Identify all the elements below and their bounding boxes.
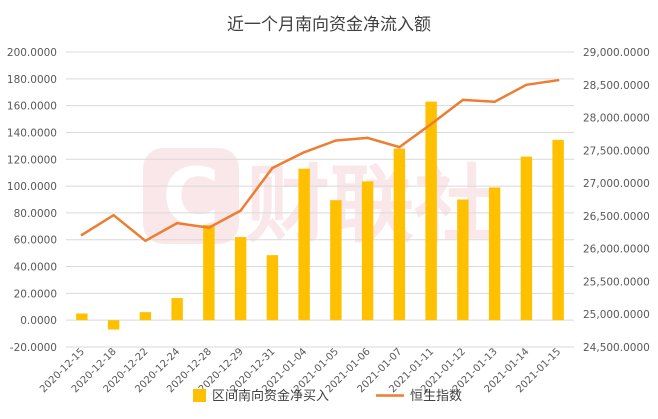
legend-swatch-net-buy bbox=[193, 389, 206, 402]
bar-net-buy bbox=[203, 224, 215, 321]
bar-net-buy bbox=[107, 320, 120, 330]
line-point-hang-seng bbox=[302, 151, 306, 154]
bar-net-buy bbox=[76, 313, 88, 321]
left-axis-tick-label: 140.0000 bbox=[7, 127, 57, 139]
bar-net-buy bbox=[330, 200, 342, 321]
line-point-hang-seng bbox=[112, 214, 115, 217]
right-axis-tick-label: 24,500.0000 bbox=[583, 342, 650, 354]
bar-net-buy bbox=[393, 148, 406, 321]
legend-label-hang-seng: 恒生指数 bbox=[410, 389, 462, 404]
line-point-hang-seng bbox=[239, 209, 242, 212]
line-point-hang-seng bbox=[207, 226, 211, 229]
right-axis-tick-label: 29,000.0000 bbox=[583, 47, 650, 59]
right-axis-tick-label: 27,000.0000 bbox=[583, 178, 650, 190]
right-axis-tick-label: 28,000.0000 bbox=[583, 113, 650, 125]
left-axis-tick-label: 100.0000 bbox=[7, 181, 57, 193]
line-point-hang-seng bbox=[271, 166, 274, 170]
bar-net-buy bbox=[298, 168, 310, 321]
line-point-hang-seng bbox=[429, 122, 433, 126]
line-point-hang-seng bbox=[461, 98, 465, 102]
left-axis-tick-label: 60.0000 bbox=[14, 235, 57, 247]
bar-net-buy bbox=[234, 237, 247, 321]
left-axis-tick-label: 20.0000 bbox=[14, 288, 57, 300]
right-axis-tick-label: 26,000.0000 bbox=[583, 244, 650, 256]
legend-label-net-buy: 区间南向资金净买入 bbox=[212, 388, 329, 404]
left-axis-tick-label: 80.0000 bbox=[14, 208, 57, 220]
right-axis-tick-label: 25,500.0000 bbox=[583, 276, 650, 288]
watermark-logo: C财联社 bbox=[143, 148, 498, 254]
right-axis-tick-label: 25,000.0000 bbox=[583, 309, 650, 321]
left-axis-tick-label: 200.0000 bbox=[7, 47, 57, 59]
bar-net-buy bbox=[139, 312, 152, 321]
left-axis-tick-label: 120.0000 bbox=[7, 154, 57, 166]
line-point-hang-seng bbox=[175, 221, 179, 225]
line-point-hang-seng bbox=[366, 136, 369, 140]
line-point-hang-seng bbox=[556, 78, 560, 82]
chart-title: 近一个月南向资金净流入额 bbox=[227, 15, 431, 35]
line-point-hang-seng bbox=[398, 145, 401, 149]
bar-net-buy bbox=[488, 187, 501, 321]
left-axis-tick-label: 160.0000 bbox=[7, 101, 57, 113]
left-axis-tick-label: 0.0000 bbox=[20, 315, 57, 327]
bar-net-buy bbox=[552, 139, 564, 321]
bar-net-buy bbox=[520, 156, 533, 321]
bar-net-buy bbox=[171, 298, 183, 321]
line-point-hang-seng bbox=[144, 239, 147, 242]
right-axis-tick-label: 27,500.0000 bbox=[583, 145, 650, 157]
right-axis-tick-label: 26,500.0000 bbox=[583, 211, 650, 223]
bar-net-buy bbox=[361, 181, 374, 321]
line-point-hang-seng bbox=[493, 100, 496, 104]
bar-net-buy bbox=[457, 199, 469, 321]
line-hang-seng-index bbox=[80, 78, 560, 243]
line-point-hang-seng bbox=[80, 233, 84, 237]
bar-net-buy bbox=[266, 255, 279, 321]
left-axis-tick-label: -20.0000 bbox=[10, 342, 57, 354]
left-axis-tick-label: 40.0000 bbox=[14, 262, 57, 274]
line-point-hang-seng bbox=[334, 139, 338, 142]
right-axis-tick-label: 28,500.0000 bbox=[583, 80, 650, 92]
bar-net-buy bbox=[425, 101, 437, 321]
line-point-hang-seng bbox=[525, 83, 528, 86]
watermark-logo-square bbox=[143, 148, 239, 244]
left-axis-tick-label: 180.0000 bbox=[7, 74, 57, 86]
